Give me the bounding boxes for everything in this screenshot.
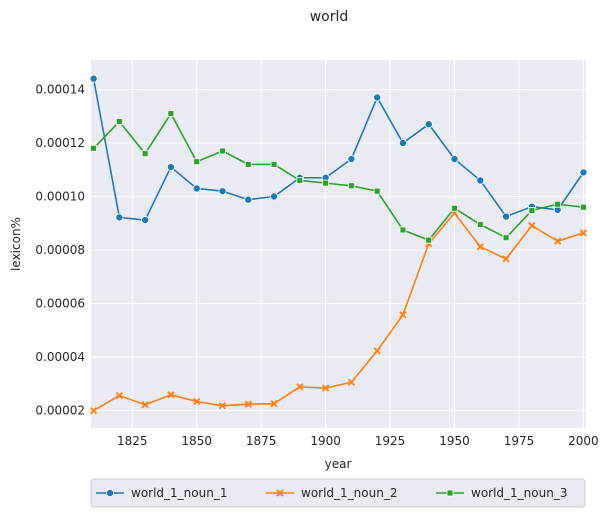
data-point (192, 184, 201, 193)
data-point (244, 400, 252, 408)
chart-title: world (310, 9, 349, 25)
data-point (373, 93, 382, 102)
y-tick-label: 0.00006 (35, 297, 85, 311)
x-tick-label: 1825 (117, 434, 148, 448)
data-point (218, 187, 227, 196)
data-point (141, 216, 150, 225)
legend-label: world_1_noun_2 (301, 486, 397, 500)
data-point (528, 222, 536, 230)
series-line (92, 78, 585, 221)
data-point (167, 110, 175, 117)
data-point (141, 150, 149, 158)
data-point (276, 489, 284, 497)
data-point (270, 400, 278, 408)
data-point (424, 120, 433, 129)
data-point (193, 397, 201, 406)
y-tick-label: 0.00004 (35, 350, 85, 364)
legend-entry: world_1_noun_1 (96, 486, 227, 500)
data-point (321, 384, 330, 392)
data-point (554, 237, 562, 245)
series (89, 74, 588, 415)
x-tick-label: 1950 (439, 434, 470, 448)
data-point (450, 155, 459, 164)
data-point (89, 406, 98, 415)
data-point (476, 176, 485, 185)
data-point (219, 147, 226, 155)
series-line (93, 212, 584, 412)
data-point (476, 221, 484, 228)
data-point (244, 195, 253, 204)
data-point (476, 243, 484, 251)
data-point (106, 488, 115, 497)
data-point (347, 182, 355, 190)
y-axis-label: lexicon% (9, 217, 23, 271)
data-point (373, 187, 381, 195)
data-point (270, 160, 278, 168)
y-tick-label: 0.00012 (35, 136, 85, 150)
data-point (193, 158, 201, 166)
x-tick-label: 1900 (310, 434, 341, 448)
legend-frame (90, 478, 586, 508)
series-world_1_noun_3 (90, 110, 587, 244)
data-point (580, 203, 587, 211)
data-point (579, 229, 588, 237)
data-point (115, 391, 123, 400)
data-point (502, 234, 510, 242)
y-tick-label: 0.00014 (35, 82, 85, 96)
series-world_1_noun_2 (89, 209, 588, 415)
x-tick-label: 1975 (504, 434, 535, 448)
x-tick-label: 1925 (375, 434, 406, 448)
series-line (93, 112, 584, 241)
legend: world_1_noun_1 world_1_noun_2 world_1_noun… (90, 478, 586, 508)
data-point (167, 391, 175, 399)
grid (91, 60, 586, 428)
data-point (373, 347, 381, 355)
data-point (399, 226, 407, 234)
data-point (579, 168, 588, 177)
y-tick-label: 0.00010 (35, 189, 85, 203)
y-tick-label: 0.00002 (35, 404, 85, 418)
data-point (399, 311, 407, 319)
x-tick-label: 2000 (568, 434, 599, 448)
data-point (322, 179, 330, 187)
ticks: 1825 1850 1875 1900 1925 1950 1975 2000 0.00002 0… (35, 82, 598, 448)
x-tick-label: 1850 (181, 434, 212, 448)
data-point (451, 204, 458, 212)
data-point (90, 144, 97, 152)
data-point (528, 207, 536, 214)
legend-label: world_1_noun_3 (471, 486, 567, 500)
data-point (270, 192, 279, 201)
data-point (296, 177, 304, 184)
data-point (244, 160, 252, 168)
plot-area (91, 60, 586, 428)
data-point (502, 255, 510, 263)
data-point (554, 200, 562, 208)
series-world_1_noun_1 (89, 74, 588, 225)
data-point (115, 213, 124, 222)
data-point (296, 383, 304, 391)
x-axis-label: year (325, 457, 352, 471)
data-point (166, 163, 175, 172)
data-point (89, 74, 98, 83)
y-tick-label: 0.00008 (35, 243, 85, 257)
legend-entry: world_1_noun_3 (436, 486, 567, 500)
data-point (398, 138, 407, 147)
data-point (115, 118, 123, 125)
x-tick-label: 1875 (246, 434, 277, 448)
data-point (502, 212, 511, 221)
data-point (141, 401, 149, 409)
data-point (425, 236, 433, 244)
data-point (218, 402, 227, 410)
data-point (347, 155, 356, 164)
legend-entry: world_1_noun_2 (266, 486, 397, 500)
data-point (347, 378, 356, 386)
legend-label: world_1_noun_1 (131, 486, 227, 500)
data-point (446, 489, 454, 497)
